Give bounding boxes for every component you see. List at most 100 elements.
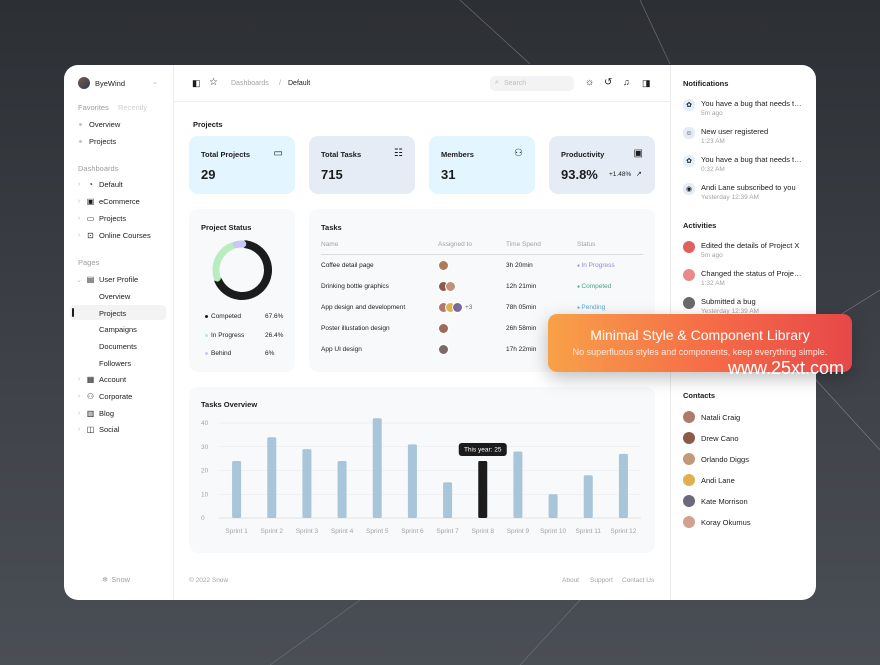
notification-item[interactable]: ◉ Andi Lane subscribed to you Yesterday 12… [683, 183, 805, 201]
assignee-overflow-count: +3 [465, 304, 473, 311]
status-badge: ● Competed [577, 283, 611, 290]
bar[interactable] [372, 418, 382, 518]
sidebar-item-online-courses[interactable]: › ⊡ Online Courses [76, 231, 151, 240]
table-divider [321, 254, 643, 255]
sidebar-item-label: Online Courses [99, 231, 151, 240]
sidebar-item-label: Default [99, 180, 123, 189]
bar[interactable] [337, 461, 347, 518]
chat-icon: ◫ [86, 425, 95, 434]
tab-recently[interactable]: Recently [118, 103, 148, 112]
favorite-item-projects[interactable]: Projects [76, 137, 116, 146]
contact-item[interactable]: Kate Morrison [683, 495, 748, 507]
column-header-name[interactable]: Name [321, 241, 339, 248]
notification-item[interactable]: ✿ You have a bug that needs to be fixed 0:… [683, 155, 805, 173]
avatar [438, 323, 449, 334]
sidebar-item-default[interactable]: › ◔ Default [76, 180, 123, 189]
contact-item[interactable]: Drew Cano [683, 432, 739, 444]
donut-slice-competed [214, 240, 272, 300]
promo-subtitle: No superfluous styles and components, ke… [572, 347, 828, 357]
id-card-icon: ▦ [86, 375, 95, 384]
favorite-item-overview[interactable]: Overview [76, 120, 120, 129]
sidebar-item-blog[interactable]: › ▥ Blog [76, 409, 114, 418]
column-header-time[interactable]: Time Spend [506, 241, 541, 248]
sidebar-item-ecommerce[interactable]: › ▣ eCommerce [76, 197, 140, 206]
tasks-overview-title: Tasks Overview [201, 400, 258, 409]
notification-item[interactable]: ☺ New user registered 1:23 AM [683, 127, 805, 145]
brand[interactable]: ByeWind ⌄ [78, 77, 158, 89]
history-icon[interactable]: ↺ [604, 77, 613, 88]
bar[interactable] [478, 461, 488, 518]
activity-item[interactable]: Changed the status of Project Y 1:32 AM [683, 269, 805, 287]
tab-favorites[interactable]: Favorites [78, 103, 109, 112]
sidebar-toggle-icon[interactable]: ◧ [192, 78, 201, 88]
card-value: 29 [201, 167, 216, 182]
breadcrumb-default[interactable]: Default [288, 80, 311, 87]
subitem-overview[interactable]: Overview [99, 292, 131, 301]
bar[interactable] [232, 461, 242, 518]
subitem-followers[interactable]: Followers [99, 359, 132, 368]
chevron-down-icon[interactable]: ⌄ [152, 79, 158, 86]
sun-icon[interactable]: ☼ [585, 77, 595, 88]
sidebar-item-account[interactable]: › ▦ Account [76, 375, 126, 384]
chevron-right-icon: › [77, 181, 81, 188]
bar[interactable] [513, 451, 523, 519]
tooltip-text: This year: 25 [464, 447, 502, 454]
contact-item[interactable]: Natali Craig [683, 411, 740, 423]
task-time: 26h 58min [506, 325, 537, 332]
bar-chart: 0 10 20 30 40 Sprint 1 Sprint 2 Sprint 3 Sprint … [201, 418, 641, 535]
status-dot-icon: ● [577, 284, 582, 290]
column-header-status[interactable]: Status [577, 241, 596, 248]
search-icon: ⌕ [495, 79, 499, 86]
bar[interactable] [583, 475, 593, 518]
column-header-assigned[interactable]: Assigned to [438, 241, 472, 248]
checklist-icon: ☷ [394, 148, 403, 159]
card-label: Productivity [561, 150, 605, 159]
bell-icon[interactable]: ♫ [623, 77, 630, 87]
card-productivity[interactable]: Productivity 93.8% +1.48% ↗ ▣ [549, 136, 655, 194]
contact-item[interactable]: Andi Lane [683, 474, 735, 486]
bar[interactable] [548, 494, 558, 518]
bar[interactable] [407, 444, 417, 518]
footer-logo: ❄ Snow [102, 575, 130, 584]
search-input[interactable]: ⌕ Search [490, 76, 574, 91]
footer-link-support[interactable]: Support [590, 577, 613, 584]
battery-icon: ▣ [633, 148, 643, 159]
sidebar-item-projects[interactable]: › ▭ Projects [76, 214, 126, 223]
bar[interactable] [302, 449, 312, 518]
activity-item[interactable]: Submitted a bug Yesterday 12:39 AM [683, 297, 805, 315]
notification-item[interactable]: ✿ You have a bug that needs to be fixed 5m… [683, 99, 805, 117]
status-badge: ● In Progress [577, 262, 615, 269]
bar[interactable] [267, 437, 277, 518]
x-tick-label: Sprint 9 [507, 528, 530, 535]
y-tick-label: 40 [201, 420, 209, 427]
subitem-documents[interactable]: Documents [99, 342, 137, 351]
star-icon[interactable]: ☆ [209, 77, 218, 88]
card-total-projects[interactable]: Total Projects 29 ▭ [189, 136, 295, 194]
trend-up-icon: ↗ [636, 171, 642, 178]
breadcrumb-separator: / [279, 80, 281, 87]
panel-toggle-icon[interactable]: ◨ [642, 78, 651, 88]
card-members[interactable]: Members 31 ⚇ [429, 136, 535, 194]
subitem-projects[interactable]: Projects [99, 309, 127, 318]
sidebar-item-corporate[interactable]: › ⚇ Corporate [76, 392, 133, 401]
contact-item[interactable]: Orlando Diggs [683, 453, 749, 465]
footer-link-about[interactable]: About [562, 577, 579, 584]
footer-logo-text: Snow [111, 575, 131, 584]
contact-name: Orlando Diggs [701, 454, 749, 464]
contacts-title: Contacts [683, 391, 716, 400]
broadcast-icon: ◉ [683, 183, 695, 195]
subitem-campaigns[interactable]: Campaigns [99, 325, 137, 334]
breadcrumb-dashboards[interactable]: Dashboards [231, 80, 269, 87]
notification-text: Andi Lane subscribed to you [701, 183, 796, 192]
x-tick-label: Sprint 6 [401, 528, 424, 535]
contact-item[interactable]: Koray Okumus [683, 516, 751, 528]
bar[interactable] [618, 453, 628, 518]
pie-chart-icon: ◔ [88, 180, 93, 189]
avatar [438, 344, 449, 355]
sidebar-item-social[interactable]: › ◫ Social [76, 425, 120, 434]
activity-item[interactable]: Edited the details of Project X 5m ago [683, 241, 805, 259]
footer-link-contact[interactable]: Contact Us [622, 577, 655, 584]
sidebar-item-user-profile[interactable]: ⌄ ▤ User Profile [76, 275, 138, 284]
card-total-tasks[interactable]: Total Tasks 715 ☷ [309, 136, 415, 194]
bar[interactable] [443, 482, 453, 518]
